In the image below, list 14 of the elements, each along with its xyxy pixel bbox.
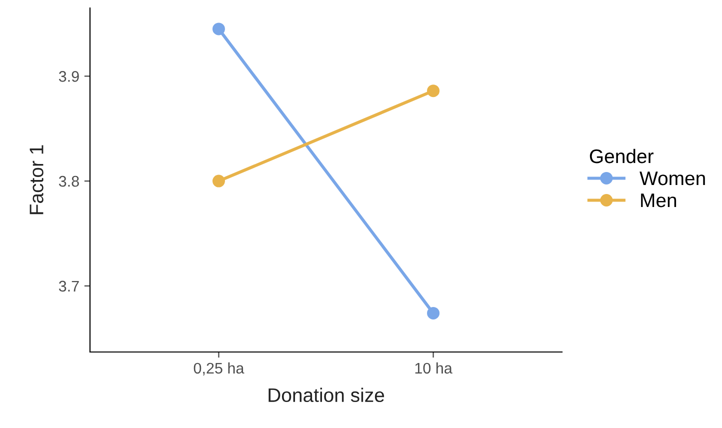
point [427, 306, 440, 320]
x-tick-label: 0,25 ha [194, 362, 244, 376]
y-tick-label: 3.8 [58, 176, 79, 187]
legend-title: Gender [590, 148, 654, 164]
point [427, 84, 440, 98]
x-tick-label: 10 ha [415, 362, 452, 374]
point [212, 22, 225, 36]
y-axis-title: Factor 1 [30, 145, 44, 214]
point [212, 174, 225, 188]
x-axis-title: Donation size [268, 388, 384, 402]
legend-label: Women [640, 172, 705, 186]
y-tick-label: 3.7 [58, 280, 79, 292]
y-tick-label: 3.9 [58, 71, 79, 82]
legend-label: Men [641, 194, 676, 208]
